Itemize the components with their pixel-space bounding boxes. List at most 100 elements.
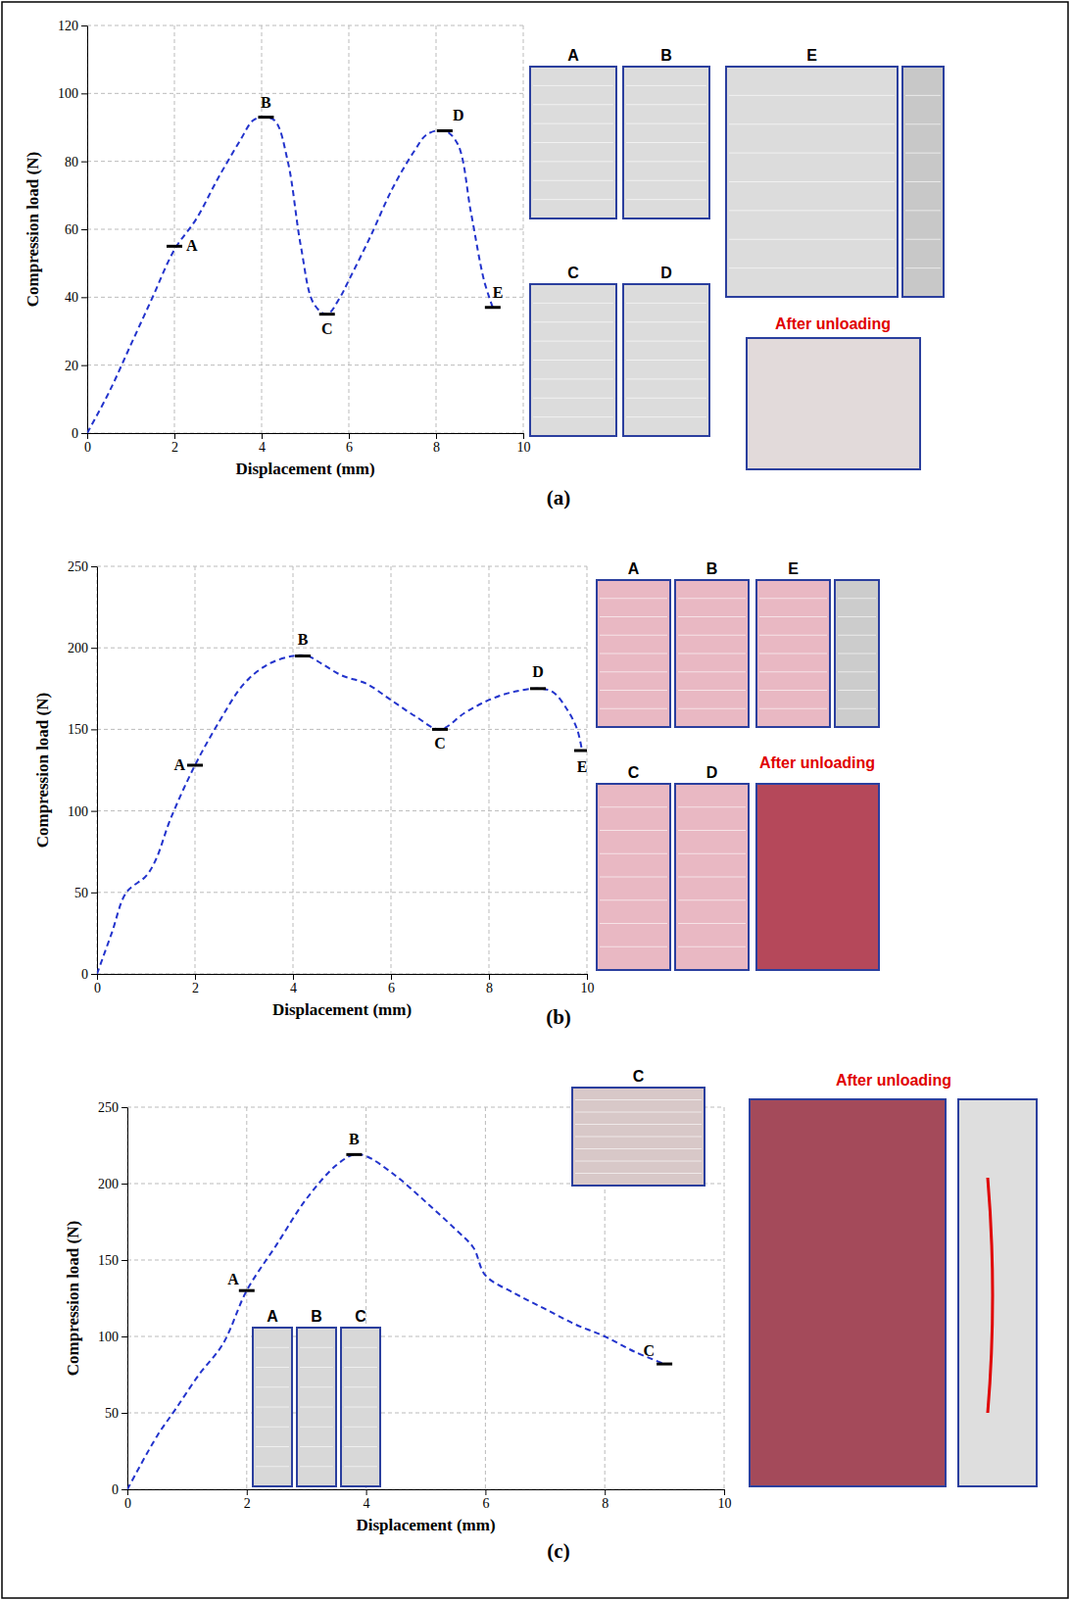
point-marker — [187, 764, 203, 768]
photo-detail — [343, 1446, 378, 1448]
photo — [623, 284, 710, 437]
photo-detail — [626, 302, 707, 304]
x-axis: 0246810 — [124, 1489, 732, 1511]
x-tick: 6 — [388, 973, 395, 996]
photo — [675, 580, 749, 728]
panel-caption: (b) — [545, 1005, 572, 1029]
axis-line — [87, 26, 89, 435]
photo-detail — [255, 1366, 290, 1368]
photo-detail — [626, 123, 707, 125]
photo-detail — [759, 634, 827, 636]
annotations: ABCDE — [173, 631, 587, 777]
photo-label: B — [660, 47, 673, 64]
tick-label: 100 — [97, 1329, 119, 1345]
point-label: C — [321, 320, 334, 338]
y-tick: 100 — [97, 1329, 128, 1345]
tick-label: 150 — [67, 722, 89, 737]
photo-detail — [599, 946, 668, 948]
photo-detail — [533, 123, 614, 125]
photos: CABCAfter unloading — [252, 1068, 1037, 1487]
photo-detail — [678, 671, 746, 673]
grid-line — [87, 25, 524, 27]
grid-line — [87, 93, 524, 95]
y-tick: 80 — [64, 154, 88, 170]
tick-label: 0 — [71, 426, 79, 441]
y-tick: 250 — [67, 559, 98, 575]
point-label: A — [173, 756, 186, 774]
tick-label: 4 — [258, 439, 266, 455]
point-marker — [257, 115, 274, 119]
photo-detail — [729, 181, 895, 183]
photo-detail — [343, 1465, 378, 1467]
photo — [675, 783, 749, 971]
photo-label: C — [632, 1068, 645, 1085]
tick-mark — [87, 433, 89, 439]
photo-detail — [905, 181, 941, 183]
x-tick: 4 — [258, 433, 266, 455]
photo-detail — [533, 103, 614, 105]
photo-detail — [599, 829, 668, 831]
photo-detail — [837, 708, 876, 710]
photo — [572, 1087, 705, 1186]
tick-label: 100 — [57, 86, 79, 101]
photo-detail — [599, 597, 668, 599]
photo-detail — [837, 671, 876, 673]
photo-label: D — [706, 764, 719, 781]
tick-mark — [121, 1489, 128, 1491]
point-label: D — [532, 663, 544, 681]
photo — [834, 580, 879, 728]
x-tick: 4 — [363, 1489, 371, 1511]
tick-mark — [81, 229, 88, 231]
point-label: E — [492, 284, 504, 301]
tick-mark — [436, 433, 438, 439]
y-tick: 100 — [57, 86, 88, 101]
photo-detail — [599, 689, 668, 691]
photo-detail — [626, 397, 707, 399]
photo-detail — [626, 180, 707, 182]
photo-detail — [626, 198, 707, 200]
photo-detail — [255, 1426, 290, 1428]
grid-line — [174, 25, 176, 434]
tick-label: 6 — [345, 439, 353, 455]
photo-detail — [678, 829, 746, 831]
photo-detail — [533, 198, 614, 200]
tick-label: 10 — [718, 1496, 732, 1511]
x-axis: 0246810 — [84, 433, 532, 455]
grid-line — [97, 566, 587, 568]
tick-mark — [586, 973, 588, 980]
tick-label: 250 — [67, 559, 89, 575]
photo-detail — [533, 142, 614, 144]
tick-label: 8 — [433, 439, 440, 455]
grid-line — [485, 1107, 487, 1490]
photo-detail — [575, 1123, 702, 1125]
photo-detail — [759, 653, 827, 655]
point-marker — [345, 1153, 362, 1157]
grid-line — [292, 566, 294, 974]
grid-line — [390, 566, 392, 974]
photo-detail — [299, 1407, 334, 1409]
tick-mark — [91, 647, 98, 649]
point-marker — [656, 1362, 673, 1366]
photo-detail — [759, 708, 827, 710]
x-tick: 10 — [718, 1489, 732, 1511]
point-label: C — [434, 734, 446, 752]
tick-label: 40 — [64, 290, 79, 305]
photo-detail — [299, 1426, 334, 1428]
tick-mark — [121, 1336, 128, 1338]
photos: ABECDAfter unloading — [596, 560, 879, 971]
point-label: B — [297, 631, 309, 648]
tick-label: 6 — [482, 1496, 489, 1511]
photo-detail — [575, 1099, 702, 1101]
panel-caption: (a) — [546, 486, 572, 510]
photo-caption: After unloading — [775, 315, 891, 333]
photo-label: B — [310, 1308, 323, 1325]
photo — [746, 338, 921, 470]
tick-label: 10 — [517, 439, 532, 455]
photo-label: A — [628, 560, 640, 578]
photo-detail — [626, 359, 707, 361]
photo — [958, 1099, 1037, 1487]
tick-mark — [81, 161, 88, 163]
point-marker — [432, 728, 448, 731]
photo — [902, 66, 944, 297]
photo-detail — [678, 653, 746, 655]
